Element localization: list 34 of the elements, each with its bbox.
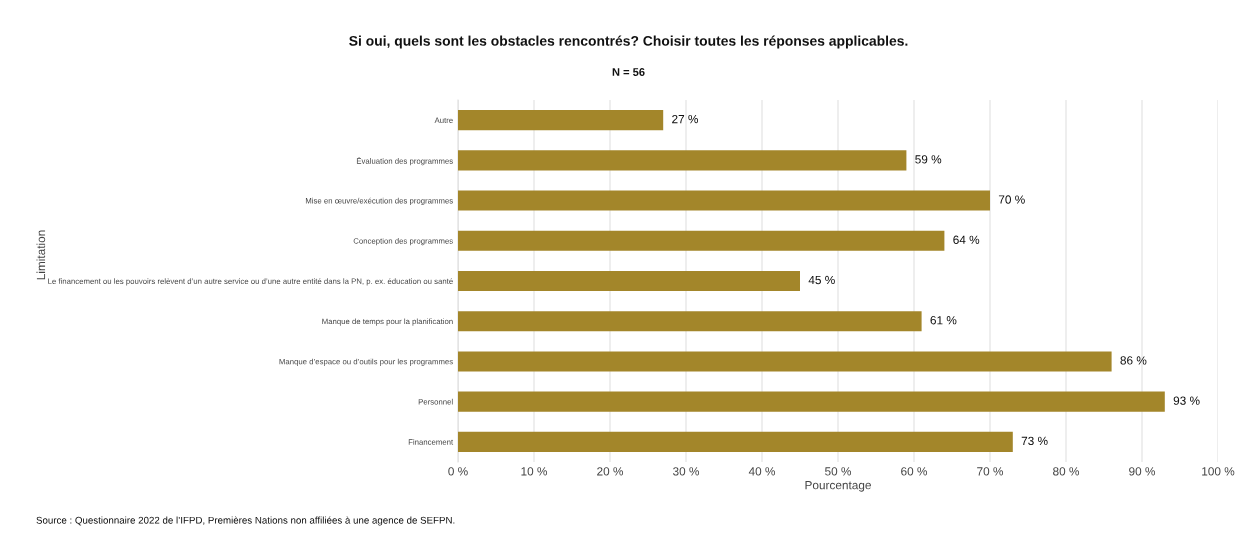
x-tick-label: 70 %: [977, 467, 1004, 476]
data-label: 61 %: [930, 316, 957, 325]
chart-title: Si oui, quels sont les obstacles rencontrés? Choisir toutes les réponses applicables.: [349, 35, 908, 49]
source-note: Source : Questionnaire 2022 de l’IFPD, Premières Nations non affiliées à une agence de SEFPN.: [36, 516, 455, 526]
data-label: 93 %: [1173, 396, 1200, 405]
bar: [458, 351, 1112, 372]
x-tick-label: 20 %: [597, 467, 624, 476]
data-label: 59 %: [915, 155, 942, 164]
x-tick-label: 60 %: [901, 467, 928, 476]
x-tick-label: 50 %: [825, 467, 852, 476]
x-tick-label: 90 %: [1129, 467, 1156, 476]
data-label: 64 %: [953, 235, 980, 244]
bar: [458, 311, 922, 332]
data-label: 70 %: [998, 195, 1025, 204]
data-label: 45 %: [808, 275, 835, 285]
y-axis-title: Limitation: [36, 230, 46, 280]
x-tick-label: 80 %: [1053, 467, 1080, 476]
bar: [458, 190, 990, 211]
bar: [458, 150, 907, 171]
x-tick-label: 30 %: [673, 467, 700, 476]
bar: [458, 270, 800, 292]
x-tick-label: 0 %: [448, 467, 468, 476]
data-label: 86 %: [1120, 356, 1147, 365]
bar: [458, 391, 1165, 412]
data-label: 27 %: [672, 114, 699, 124]
chart-subtitle: N = 56: [612, 68, 645, 76]
x-tick-label: 40 %: [748, 467, 776, 476]
x-tick-label: 100 %: [1202, 467, 1235, 476]
bar: [458, 110, 664, 131]
x-tick-label: 10 %: [521, 467, 548, 476]
data-label: 73 %: [1021, 436, 1048, 446]
bar: [458, 431, 1013, 452]
x-axis-title: Pourcentage: [805, 481, 871, 492]
bar: [458, 230, 945, 251]
